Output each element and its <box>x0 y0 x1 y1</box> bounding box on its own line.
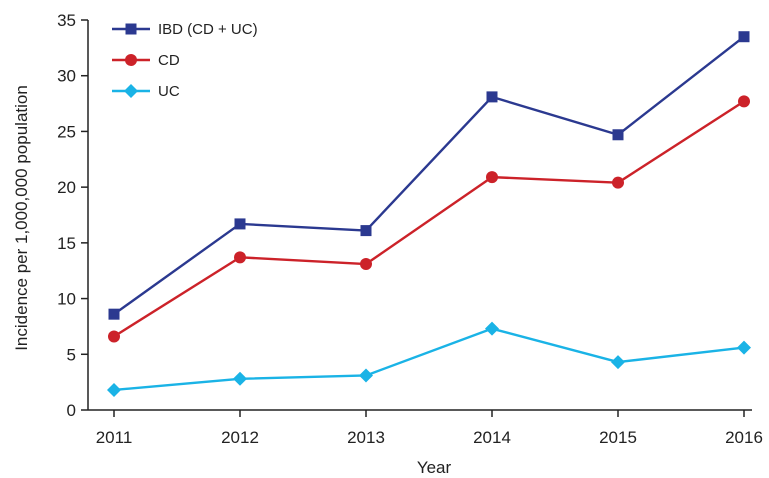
y-tick-label: 10 <box>57 290 76 309</box>
y-tick-label: 35 <box>57 11 76 30</box>
x-ticks: 2011 2012 2013 2014 2015 2016 <box>96 410 763 447</box>
legend-label: UC <box>158 83 180 100</box>
legend-swatch-marker <box>124 84 138 98</box>
legend-label: CD <box>158 52 180 69</box>
data-point <box>612 176 624 189</box>
y-tick-label: 0 <box>67 401 76 420</box>
legend-label: IBD (CD + UC) <box>158 21 258 38</box>
data-point <box>612 129 624 141</box>
data-point <box>360 225 372 237</box>
data-point <box>486 171 498 184</box>
series-line <box>113 35 745 316</box>
y-tick-label: 5 <box>67 345 76 364</box>
y-axis-title: Incidence per 1,000,000 population <box>12 85 31 351</box>
data-point <box>486 91 498 103</box>
data-point <box>108 330 120 343</box>
series-layer <box>107 31 751 397</box>
series-square <box>108 31 750 320</box>
data-point <box>108 308 120 320</box>
legend-item: UC <box>112 83 180 100</box>
data-point <box>738 95 750 108</box>
y-ticks: 0 5 10 15 20 25 30 35 <box>57 11 88 420</box>
y-tick-label: 15 <box>57 234 76 253</box>
data-point <box>234 218 246 230</box>
data-point <box>107 382 121 397</box>
data-point <box>359 368 373 383</box>
x-tick-label: 2015 <box>599 428 637 447</box>
data-point <box>611 355 625 370</box>
x-tick-label: 2011 <box>96 428 133 447</box>
x-tick-label: 2016 <box>725 428 763 447</box>
data-point <box>737 340 751 355</box>
legend-swatch-marker <box>125 54 137 66</box>
series-circle <box>108 95 750 343</box>
y-tick-label: 20 <box>57 178 76 197</box>
legend-swatch-marker <box>125 23 137 35</box>
series-line <box>113 100 745 338</box>
x-tick-label: 2013 <box>347 428 385 447</box>
data-point <box>485 321 499 336</box>
x-tick-label: 2012 <box>221 428 259 447</box>
x-tick-label: 2014 <box>473 428 511 447</box>
y-tick-label: 30 <box>57 67 76 86</box>
axes <box>87 20 752 411</box>
series-diamond <box>107 321 751 397</box>
x-axis-title: Year <box>417 458 452 477</box>
series-line <box>113 327 745 392</box>
data-point <box>360 258 372 271</box>
legend-item: IBD (CD + UC) <box>112 21 258 38</box>
data-point <box>233 371 247 386</box>
legend: IBD (CD + UC) CD UC <box>112 21 258 100</box>
y-tick-label: 25 <box>57 122 76 141</box>
data-point <box>234 251 246 264</box>
legend-item: CD <box>112 52 180 69</box>
data-point <box>738 31 750 43</box>
